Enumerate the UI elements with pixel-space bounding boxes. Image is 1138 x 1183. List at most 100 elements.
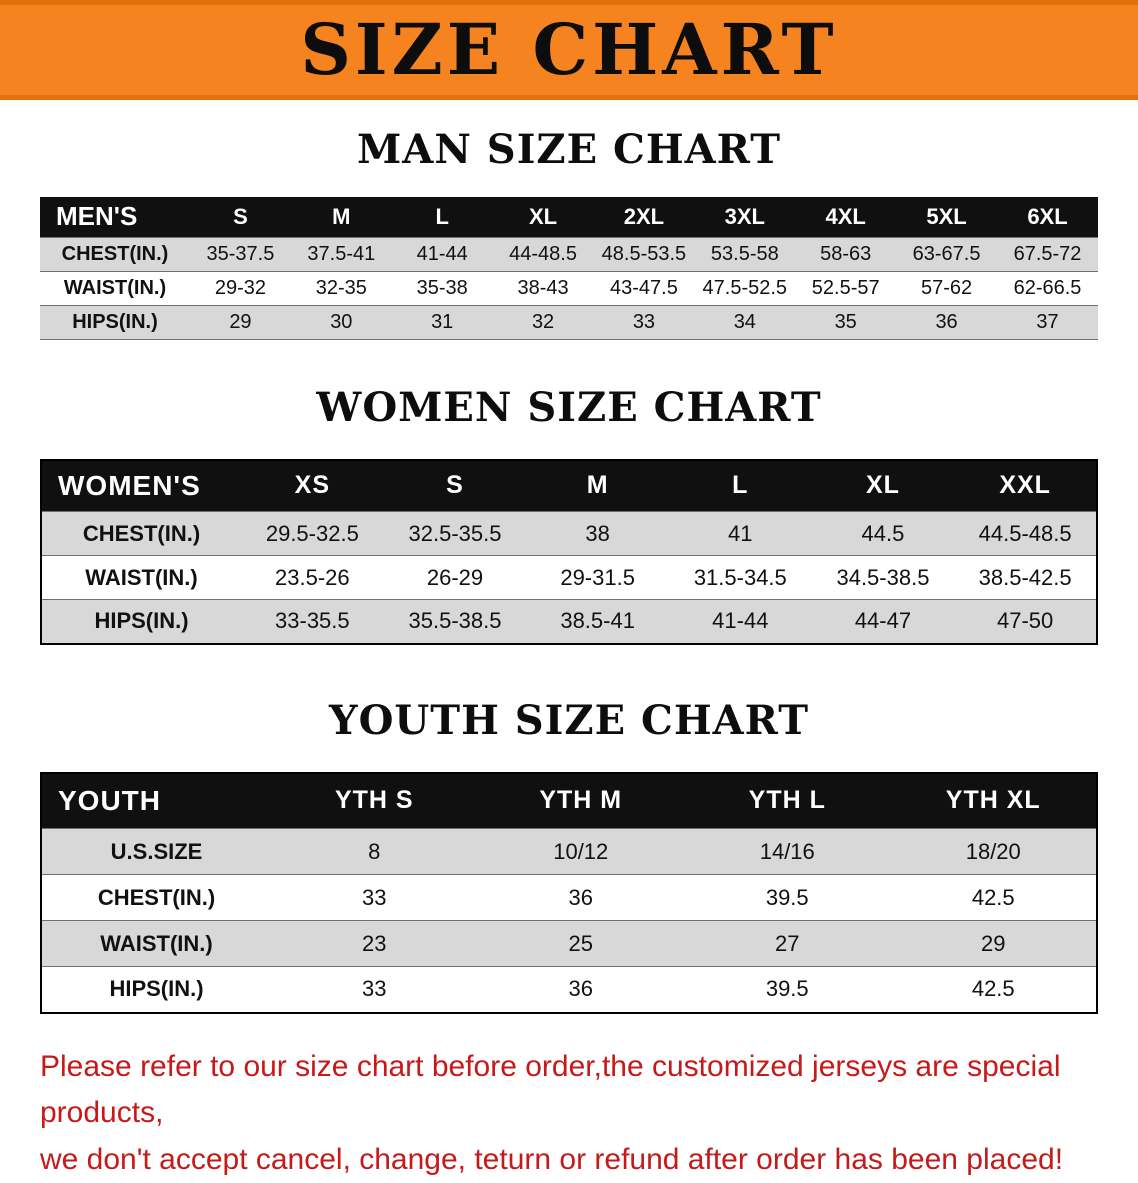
size-value: 41-44	[392, 237, 493, 271]
disclaimer-note: Please refer to our size chart before or…	[40, 1044, 1118, 1183]
row-label: WAIST(IN.)	[40, 271, 190, 305]
size-value: 32-35	[291, 271, 392, 305]
size-value: 33	[271, 875, 478, 921]
size-value: 8	[271, 829, 478, 875]
table-corner-label: YOUTH	[41, 773, 271, 829]
size-value: 37	[997, 305, 1098, 339]
row-label: CHEST(IN.)	[40, 237, 190, 271]
size-value: 41	[669, 512, 812, 556]
size-value: 38-43	[493, 271, 594, 305]
disclaimer-line-1: Please refer to our size chart before or…	[40, 1050, 1061, 1130]
size-value: 29.5-32.5	[241, 512, 384, 556]
size-value: 35-37.5	[190, 237, 291, 271]
size-value: 25	[478, 921, 685, 967]
size-value: 36	[478, 875, 685, 921]
size-value: 29-32	[190, 271, 291, 305]
row-label: CHEST(IN.)	[41, 512, 241, 556]
disclaimer-line-2: we don't accept cancel, change, teturn o…	[40, 1143, 1063, 1176]
size-value: 57-62	[896, 271, 997, 305]
size-value: 47-50	[954, 600, 1097, 644]
size-column-header: L	[392, 197, 493, 237]
size-column-header: YTH S	[271, 773, 478, 829]
size-value: 10/12	[478, 829, 685, 875]
size-value: 39.5	[684, 875, 891, 921]
women-section-heading: WOMEN SIZE CHART	[0, 384, 1138, 431]
size-value: 18/20	[891, 829, 1098, 875]
size-value: 30	[291, 305, 392, 339]
row-label: WAIST(IN.)	[41, 556, 241, 600]
size-value: 42.5	[891, 875, 1098, 921]
size-value: 41-44	[669, 600, 812, 644]
size-value: 47.5-52.5	[694, 271, 795, 305]
size-column-header: S	[190, 197, 291, 237]
row-label: CHEST(IN.)	[41, 875, 271, 921]
banner: SIZE CHART	[0, 0, 1138, 100]
size-column-header: 5XL	[896, 197, 997, 237]
size-column-header: M	[526, 460, 669, 512]
size-value: 35	[795, 305, 896, 339]
size-column-header: YTH M	[478, 773, 685, 829]
size-column-header: YTH L	[684, 773, 891, 829]
table-corner-label: WOMEN'S	[41, 460, 241, 512]
size-value: 44.5-48.5	[954, 512, 1097, 556]
size-value: 62-66.5	[997, 271, 1098, 305]
size-value: 26-29	[384, 556, 527, 600]
size-value: 44-47	[812, 600, 955, 644]
row-label: WAIST(IN.)	[41, 921, 271, 967]
size-value: 33	[594, 305, 695, 339]
size-value: 33	[271, 967, 478, 1013]
row-label: HIPS(IN.)	[41, 600, 241, 644]
size-value: 23.5-26	[241, 556, 384, 600]
size-value: 34.5-38.5	[812, 556, 955, 600]
size-column-header: XS	[241, 460, 384, 512]
youth-section-heading: YOUTH SIZE CHART	[0, 697, 1138, 744]
size-column-header: 6XL	[997, 197, 1098, 237]
table-corner-label: MEN'S	[40, 197, 190, 237]
size-column-header: S	[384, 460, 527, 512]
size-column-header: YTH XL	[891, 773, 1098, 829]
size-value: 32	[493, 305, 594, 339]
size-value: 34	[694, 305, 795, 339]
size-value: 63-67.5	[896, 237, 997, 271]
size-value: 52.5-57	[795, 271, 896, 305]
size-column-header: 2XL	[594, 197, 695, 237]
size-value: 44-48.5	[493, 237, 594, 271]
size-value: 38	[526, 512, 669, 556]
size-value: 39.5	[684, 967, 891, 1013]
size-value: 14/16	[684, 829, 891, 875]
size-value: 36	[896, 305, 997, 339]
size-value: 58-63	[795, 237, 896, 271]
size-column-header: XXL	[954, 460, 1097, 512]
men-section-heading: MAN SIZE CHART	[0, 126, 1138, 173]
size-value: 44.5	[812, 512, 955, 556]
size-value: 38.5-42.5	[954, 556, 1097, 600]
size-value: 48.5-53.5	[594, 237, 695, 271]
size-column-header: XL	[812, 460, 955, 512]
size-value: 29	[891, 921, 1098, 967]
size-column-header: XL	[493, 197, 594, 237]
size-value: 42.5	[891, 967, 1098, 1013]
size-value: 53.5-58	[694, 237, 795, 271]
size-column-header: M	[291, 197, 392, 237]
row-label: HIPS(IN.)	[40, 305, 190, 339]
size-value: 29-31.5	[526, 556, 669, 600]
